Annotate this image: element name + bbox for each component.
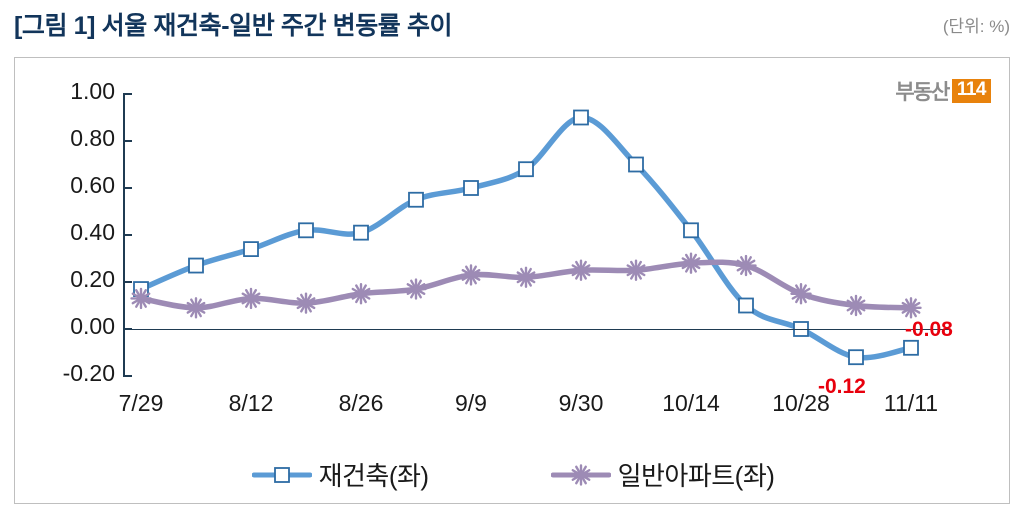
- logo-badge-114: 114: [951, 79, 991, 103]
- series-jaegeonchuk: [133, 109, 919, 366]
- legend-square-marker-icon: [251, 466, 312, 483]
- y-axis-tick-label: 0.60: [70, 172, 115, 198]
- zero-baseline: [123, 329, 951, 330]
- y-axis-tick-label: 0.00: [70, 313, 115, 339]
- series-line: [138, 114, 914, 361]
- x-axis-tick-label: 10/14: [662, 390, 720, 416]
- data-point-marker: [188, 257, 204, 274]
- y-axis-tick-label: 0.20: [70, 266, 115, 292]
- data-point-marker: [848, 349, 864, 366]
- unit-label: (단위: %): [942, 17, 1010, 36]
- brand-logo: 부동산 114: [895, 76, 991, 106]
- series-ilban-apart: [130, 252, 922, 319]
- data-point-marker: [518, 161, 534, 178]
- chart-frame: 부동산 114 1.00 0.80 0.60 0.40 0.20 0.00 -0.20 7/2…: [14, 57, 1010, 504]
- y-axis-tick: [123, 140, 132, 142]
- page-title: [그림 1] 서울 재건축-일반 주간 변동률 추이: [14, 12, 453, 40]
- y-axis-tick: [123, 281, 132, 283]
- data-point-marker: [273, 466, 290, 483]
- x-axis-tick-label: 10/28: [772, 390, 830, 416]
- x-axis-tick-label: 7/29: [118, 390, 164, 416]
- y-axis-tick-label: -0.20: [62, 360, 115, 386]
- x-axis-tick-label: 8/26: [338, 390, 384, 416]
- legend-asterisk-marker-icon: [550, 463, 611, 486]
- legend-item-label: 재건축(좌): [318, 461, 430, 491]
- data-point-marker: [628, 156, 644, 173]
- data-point-marker: [738, 297, 754, 314]
- legend-item[interactable]: 일반아파트(좌): [550, 456, 775, 493]
- y-axis-tick: [123, 187, 132, 189]
- data-point-marker: [463, 180, 479, 196]
- x-axis-tick-label: 11/11: [883, 390, 939, 416]
- y-axis-tick: [123, 375, 132, 377]
- plot-area: 1.00 0.80 0.60 0.40 0.20 0.00 -0.20 7/29 8/12 8/2…: [15, 58, 1011, 505]
- data-point-marker: [408, 191, 424, 208]
- series-canvas: [130, 109, 922, 366]
- x-axis-tick-label: 8/12: [228, 390, 274, 416]
- legend-item-label: 일반아파트(좌): [617, 461, 775, 491]
- legend-item[interactable]: 재건축(좌): [251, 456, 430, 493]
- data-value-annotation: -0.12: [818, 375, 866, 399]
- x-axis-tick-label: 9/30: [558, 390, 604, 416]
- chart-header: [그림 1] 서울 재건축-일반 주간 변동률 추이 (단위: %): [0, 0, 1024, 50]
- data-point-marker: [683, 222, 699, 239]
- x-axis-tick-label: 9/9: [455, 390, 487, 416]
- y-axis-tick: [123, 234, 132, 236]
- data-point-marker: [298, 222, 314, 239]
- data-point-marker: [903, 339, 919, 356]
- y-axis-tick-label: 0.40: [70, 219, 115, 245]
- y-axis-tick-label: 1.00: [70, 78, 115, 104]
- y-axis-tick-label: 0.80: [70, 125, 115, 151]
- logo-brand-text: 부동산: [895, 81, 950, 104]
- y-axis-tick: [123, 93, 132, 95]
- chart-legend: 재건축(좌) 일반아파트(좌): [15, 456, 1011, 493]
- data-value-annotation: -0.08: [905, 317, 953, 341]
- data-point-marker: [573, 109, 589, 126]
- data-point-marker: [353, 224, 369, 241]
- data-point-marker: [243, 241, 259, 258]
